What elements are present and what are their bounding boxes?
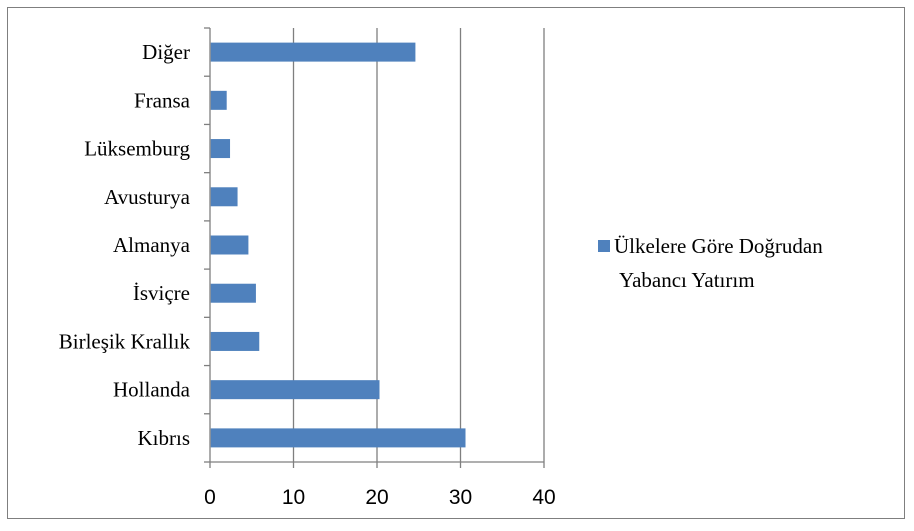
- category-label-6: Avusturya: [104, 185, 191, 209]
- bar-3: [210, 331, 260, 351]
- bar-4: [210, 283, 256, 303]
- x-tick-label-0: 0: [204, 486, 216, 509]
- legend-label: Ülkelere Göre Doğrudan Yabancı Yatırım: [614, 234, 828, 292]
- x-tick-label-40: 40: [532, 486, 555, 509]
- x-tick-label-30: 30: [449, 486, 472, 509]
- bar-5: [210, 235, 249, 255]
- category-label-8: Fransa: [134, 88, 191, 112]
- x-tick-label-20: 20: [365, 486, 388, 509]
- bar-8: [210, 90, 227, 110]
- legend-line-2: Yabancı Yatırım: [619, 268, 755, 292]
- axes: [204, 27, 545, 468]
- bar-9: [210, 42, 416, 62]
- category-label-1: Kıbrıs: [138, 426, 191, 450]
- bar-2: [210, 380, 380, 400]
- category-label-7: Lüksemburg: [84, 137, 190, 161]
- bar-7: [210, 139, 231, 159]
- x-tick-labels: 0 10 20 30 40: [204, 486, 556, 509]
- category-label-5: Almanya: [113, 233, 191, 257]
- legend-swatch: [598, 240, 610, 252]
- bar-1: [210, 428, 466, 448]
- category-label-4: İsviçre: [133, 281, 190, 305]
- category-label-3: Birleşik Krallık: [59, 329, 191, 353]
- category-labels: Kıbrıs Hollanda Birleşik Krallık İsviçre Alm…: [59, 40, 191, 450]
- legend: Ülkelere Göre Doğrudan Yabancı Yatırım: [598, 234, 828, 292]
- legend-line-1: Ülkelere Göre Doğrudan: [614, 234, 823, 258]
- bar-6: [210, 187, 238, 207]
- category-label-9: Diğer: [142, 40, 190, 64]
- x-tick-label-10: 10: [282, 486, 305, 509]
- chart-frame: [7, 7, 905, 519]
- category-label-2: Hollanda: [113, 378, 191, 402]
- bars: [210, 42, 466, 448]
